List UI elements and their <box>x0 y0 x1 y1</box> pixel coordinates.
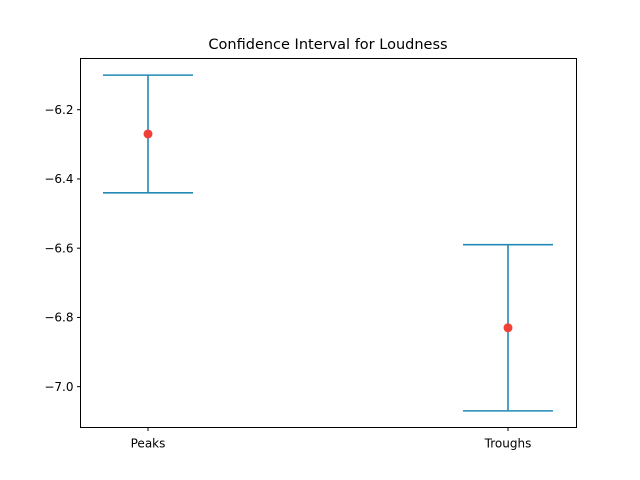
x-tick-label-peaks: Peaks <box>131 437 166 451</box>
mean-marker-peaks <box>143 129 153 139</box>
chart-title: Confidence Interval for Loudness <box>208 37 447 53</box>
y-axis: −7.0 −6.8 −6.6 −6.4 −6.2 <box>44 103 81 394</box>
mean-marker-troughs <box>503 323 513 333</box>
y-tick-label: −7.0 <box>44 380 73 394</box>
x-axis: Peaks Troughs <box>131 427 532 451</box>
y-tick-label: −6.6 <box>44 241 73 255</box>
plot-area <box>103 74 553 412</box>
y-tick-label: −6.8 <box>44 311 73 325</box>
y-tick-label: −6.2 <box>44 103 73 117</box>
y-tick-label: −6.4 <box>44 172 73 186</box>
axes-frame <box>80 58 577 428</box>
x-tick-label-troughs: Troughs <box>484 437 532 451</box>
